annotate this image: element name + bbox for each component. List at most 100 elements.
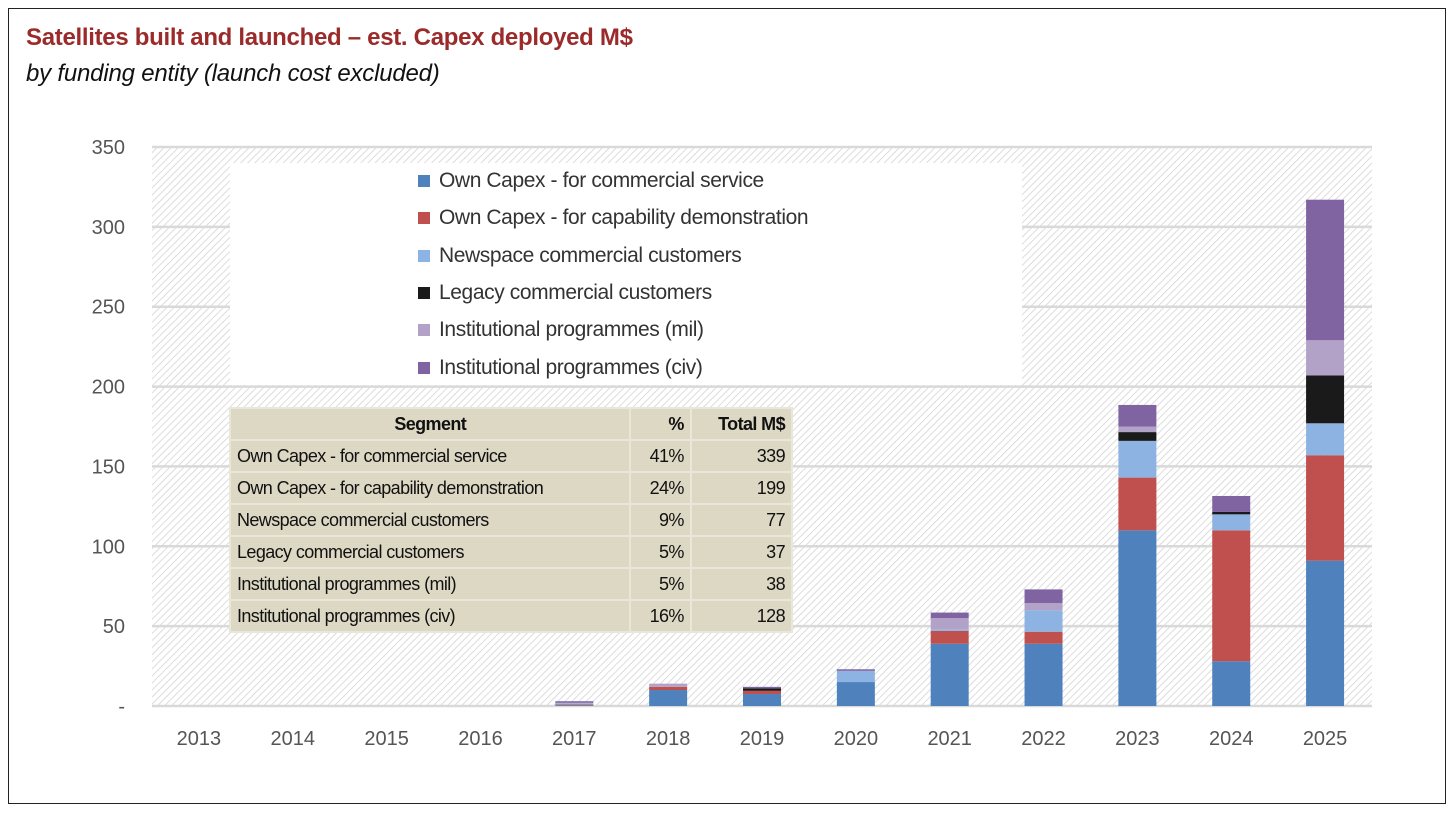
bar-segment [1212,495,1251,512]
x-tick-label: 2021 [927,728,972,750]
x-tick-label: 2025 [1303,728,1348,750]
chart-frame [8,8,1446,804]
table-cell: Newspace commercial customers [228,503,632,537]
bar-segment [555,703,594,705]
bar-segment [1118,426,1157,433]
bar-segment [555,701,594,703]
bar-segment [555,705,594,706]
bar-segment [555,704,594,706]
table-header-cell: Segment [228,407,632,441]
table-row: Institutional programmes (civ) 16% 128 [228,599,794,633]
y-tick-label: - [118,696,125,718]
bar-segment [743,688,781,691]
table-cell: 16% [629,599,692,633]
chart-subtitle: by funding entity (launch cost excluded) [26,60,440,87]
bar-segment [649,683,688,687]
bar-segment [1024,610,1063,632]
table-row: Newspace commercial customers 9% 77 [228,503,794,537]
bar-segment [1306,455,1345,561]
legend-swatch [418,249,430,262]
legend-label: Legacy commercial customers [439,280,712,304]
bar-segment [743,690,781,695]
table-row: Institutional programmes (mil) 5% 38 [228,567,794,601]
bar-segment [1024,643,1063,706]
legend: Own Capex - for commercial service Own Ca… [230,163,1022,385]
table-cell: 41% [629,439,692,473]
y-tick-label: 150 [92,456,125,478]
table-cell: 77 [689,503,794,537]
x-tick-label: 2018 [646,728,691,750]
bar-segment [1306,560,1345,706]
bar-segment [836,670,875,683]
table-cell: 199 [689,471,794,505]
x-tick-label: 2020 [834,728,879,750]
bar-segment [1118,440,1157,478]
table-header-cell: Total M$ [689,407,794,441]
bar-segment [743,694,781,706]
y-tick-label: 100 [92,536,125,558]
bar-segment [649,686,688,691]
legend-swatch [418,361,430,374]
x-tick-label: 2016 [458,728,503,750]
legend-swatch [418,324,430,337]
bar-segment [1118,530,1157,706]
bar-segment [930,612,969,619]
legend-item: Own Capex - for capability demonstration [418,203,809,233]
legend-label: Own Capex - for capability demonstration [439,206,809,230]
table-cell: 9% [629,503,692,537]
legend-item: Institutional programmes (civ) [418,353,703,383]
table-cell: 128 [689,599,794,633]
summary-table: Segment% Total M$ Own Capex - for commerc… [228,407,794,633]
y-tick-label: 350 [92,137,125,159]
legend-swatch [418,286,430,299]
table-cell: Institutional programmes (civ) [228,599,632,633]
bar-segment [1024,602,1063,611]
legend-item: Institutional programmes (mil) [418,315,704,345]
legend-label: Institutional programmes (civ) [439,355,703,379]
x-tick-label: 2015 [364,728,409,750]
legend-label: Institutional programmes (mil) [439,318,704,342]
y-tick-label: 250 [92,297,125,319]
bar-segment [1212,514,1251,531]
table-row: Legacy commercial customers 5% 37 [228,535,794,569]
legend-item: Own Capex - for commercial service [418,166,764,196]
bar-segment [836,682,875,706]
table-cell: 38 [689,567,794,601]
chart-title: Satellites built and launched – est. Cap… [26,24,633,51]
table-row: Own Capex - for commercial service 41% 339 [228,439,794,473]
table-row: Own Capex - for capability demonstration… [228,471,794,505]
bar-segment [1118,432,1157,441]
legend-swatch [418,175,430,187]
bar-segment [930,630,969,644]
x-tick-label: 2022 [1021,728,1066,750]
bar-segment [1212,511,1251,515]
table-cell: 24% [629,471,692,505]
legend-item: Legacy commercial customers [418,278,712,308]
table-cell: Own Capex - for capability demonstration [228,471,632,505]
bar-segment [555,702,594,704]
table-header-cell: % [629,407,692,441]
bar-segment [836,669,875,671]
bar-segment [1212,661,1251,706]
table-cell: 5% [629,567,692,601]
bar-segment [930,629,969,631]
x-tick-label: 2013 [177,728,222,750]
legend-label: Newspace commercial customers [439,243,742,267]
legend-swatch [418,212,430,225]
bar-segment [1118,404,1157,427]
bar-segment [649,690,688,706]
bar-segment [743,686,781,689]
bar-segment [1306,375,1345,424]
table-cell: Own Capex - for commercial service [228,439,632,473]
bar-segment [1306,423,1345,456]
y-tick-label: 300 [92,217,125,239]
y-tick-label: 50 [103,616,125,638]
table-cell: Institutional programmes (mil) [228,567,632,601]
x-tick-label: 2024 [1209,728,1254,750]
bar-segment [1306,199,1345,341]
table-cell: 339 [689,439,794,473]
legend-item: Newspace commercial customers [418,241,742,271]
bar-segment [1306,340,1345,376]
x-tick-label: 2017 [552,728,597,750]
bar-segment [1212,530,1251,662]
